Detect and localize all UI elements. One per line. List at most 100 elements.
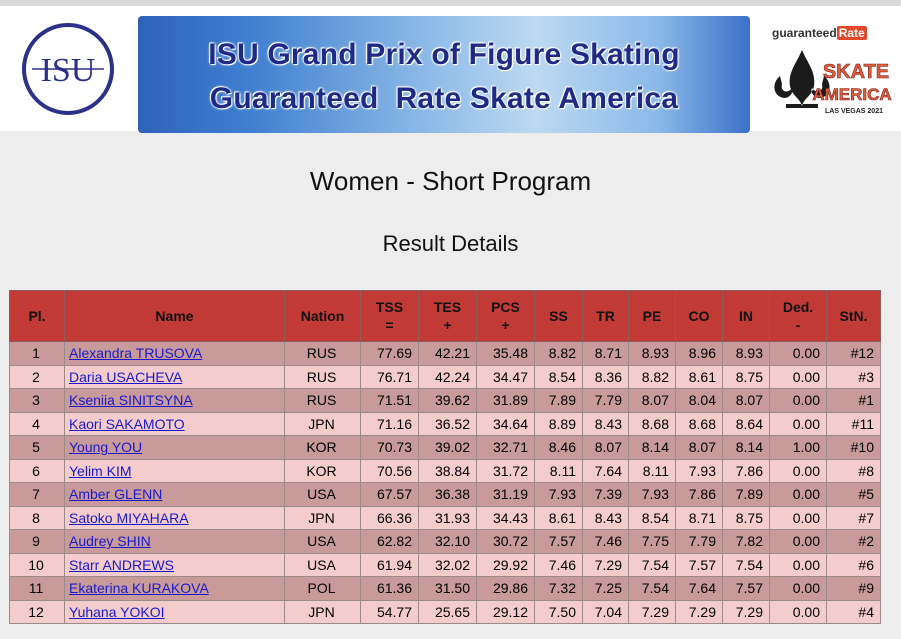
tes-cell: 36.38 — [418, 482, 477, 507]
name-cell[interactable]: Kseniia SINITSYNA — [64, 388, 285, 413]
tss-cell: 61.36 — [360, 576, 419, 601]
tr-cell: 8.43 — [582, 411, 629, 436]
start-number-cell: #7 — [826, 505, 881, 530]
placement-cell: 12 — [9, 599, 65, 624]
start-number-cell: #6 — [826, 552, 881, 577]
ss-cell: 7.93 — [534, 482, 583, 507]
fleur-de-lis-icon — [774, 50, 830, 108]
col-header-ded-label: Ded. — [782, 299, 814, 315]
start-number-cell: #12 — [826, 341, 881, 366]
col-header-name: Name — [64, 290, 285, 342]
name-cell[interactable]: Starr ANDREWS — [64, 552, 285, 577]
skater-name-link[interactable]: Alexandra TRUSOVA — [69, 345, 203, 362]
in-cell: 8.07 — [722, 388, 770, 413]
name-cell[interactable]: Satoko MIYAHARA — [64, 505, 285, 530]
pcs-cell: 31.19 — [476, 482, 535, 507]
col-header-tss-sub: = — [385, 317, 394, 333]
banner-line-1: ISU Grand Prix of Figure Skating — [208, 38, 680, 71]
co-cell: 7.29 — [675, 599, 723, 624]
tss-cell: 70.73 — [360, 435, 419, 460]
skater-name-link[interactable]: Starr ANDREWS — [69, 556, 175, 573]
skater-name-link[interactable]: Yelim KIM — [69, 462, 132, 479]
ded-cell: 0.00 — [769, 576, 827, 601]
name-cell[interactable]: Young YOU — [64, 435, 285, 460]
skater-name-link[interactable]: Amber GLENN — [69, 486, 163, 503]
tes-cell: 32.10 — [418, 529, 477, 554]
pe-cell: 8.68 — [628, 411, 676, 436]
co-cell: 8.04 — [675, 388, 723, 413]
name-cell[interactable]: Ekaterina KURAKOVA — [64, 576, 285, 601]
table-row: 6 Yelim KIM KOR 70.56 38.84 31.72 8.11 7.64 8.11… — [9, 458, 881, 483]
in-cell: 8.14 — [722, 435, 770, 460]
ded-cell: 0.00 — [769, 364, 827, 389]
start-number-cell: #9 — [826, 576, 881, 601]
name-cell[interactable]: Audrey SHIN — [64, 529, 285, 554]
placement-cell: 10 — [9, 552, 65, 577]
skater-name-link[interactable]: Ekaterina KURAKOVA — [69, 580, 209, 597]
pe-cell: 8.11 — [628, 458, 676, 483]
tss-cell: 71.51 — [360, 388, 419, 413]
skater-name-link[interactable]: Daria USACHEVA — [69, 368, 183, 385]
nation-cell: JPN — [284, 505, 361, 530]
co-cell: 8.61 — [675, 364, 723, 389]
col-header-co: CO — [675, 290, 723, 342]
name-cell[interactable]: Amber GLENN — [64, 482, 285, 507]
col-header-pcs-label: PCS — [491, 299, 520, 315]
page-title: Women - Short Program — [309, 166, 592, 196]
pcs-cell: 31.89 — [476, 388, 535, 413]
skater-name-link[interactable]: Kaori SAKAMOTO — [69, 415, 185, 432]
table-row: 8 Satoko MIYAHARA JPN 66.36 31.93 34.43 8.61 8.… — [9, 505, 881, 530]
ded-cell: 0.00 — [769, 482, 827, 507]
start-number-cell: #2 — [826, 529, 881, 554]
col-header-tes: TES + — [418, 290, 477, 342]
placement-cell: 4 — [9, 411, 65, 436]
placement-cell: 11 — [9, 576, 65, 601]
name-cell[interactable]: Alexandra TRUSOVA — [64, 341, 285, 366]
pcs-cell: 34.47 — [476, 364, 535, 389]
tr-cell: 7.64 — [582, 458, 629, 483]
pe-cell: 7.93 — [628, 482, 676, 507]
ss-cell: 8.82 — [534, 341, 583, 366]
event-banner: ISU Grand Prix of Figure Skating Guarant… — [138, 16, 750, 133]
name-cell[interactable]: Daria USACHEVA — [64, 364, 285, 389]
table-row: 11 Ekaterina KURAKOVA POL 61.36 31.50 29.86 7.… — [9, 576, 881, 601]
tss-cell: 62.82 — [360, 529, 419, 554]
start-number-cell: #8 — [826, 458, 881, 483]
pe-cell: 7.54 — [628, 576, 676, 601]
tr-cell: 7.79 — [582, 388, 629, 413]
nation-cell: RUS — [284, 364, 361, 389]
in-cell: 8.75 — [722, 364, 770, 389]
ded-cell: 0.00 — [769, 505, 827, 530]
pe-cell: 8.82 — [628, 364, 676, 389]
name-cell[interactable]: Yuhana YOKOI — [64, 599, 285, 624]
skate-america-logo: SKATE AMERICA LAS VEGAS 2021 — [774, 50, 892, 115]
name-cell[interactable]: Kaori SAKAMOTO — [64, 411, 285, 436]
tr-cell: 7.04 — [582, 599, 629, 624]
skate-america-line2: AMERICA — [812, 85, 891, 104]
skater-name-link[interactable]: Kseniia SINITSYNA — [69, 392, 193, 409]
skater-name-link[interactable]: Yuhana YOKOI — [69, 603, 165, 620]
placement-cell: 3 — [9, 388, 65, 413]
sponsor-logo: guaranteed Rate — [772, 26, 867, 40]
pe-cell: 7.54 — [628, 552, 676, 577]
tes-cell: 39.02 — [418, 435, 477, 460]
nation-cell: KOR — [284, 458, 361, 483]
name-cell[interactable]: Yelim KIM — [64, 458, 285, 483]
co-cell: 8.96 — [675, 341, 723, 366]
pcs-cell: 29.92 — [476, 552, 535, 577]
ded-cell: 0.00 — [769, 341, 827, 366]
start-number-cell: #4 — [826, 599, 881, 624]
skater-name-link[interactable]: Audrey SHIN — [69, 533, 151, 550]
co-cell: 7.86 — [675, 482, 723, 507]
tss-cell: 61.94 — [360, 552, 419, 577]
placement-cell: 2 — [9, 364, 65, 389]
co-cell: 8.07 — [675, 435, 723, 460]
in-cell: 7.82 — [722, 529, 770, 554]
ded-cell: 0.00 — [769, 599, 827, 624]
placement-cell: 6 — [9, 458, 65, 483]
skater-name-link[interactable]: Young YOU — [69, 439, 143, 456]
tr-cell: 7.46 — [582, 529, 629, 554]
skater-name-link[interactable]: Satoko MIYAHARA — [69, 509, 189, 526]
in-cell: 7.89 — [722, 482, 770, 507]
tr-cell: 8.07 — [582, 435, 629, 460]
